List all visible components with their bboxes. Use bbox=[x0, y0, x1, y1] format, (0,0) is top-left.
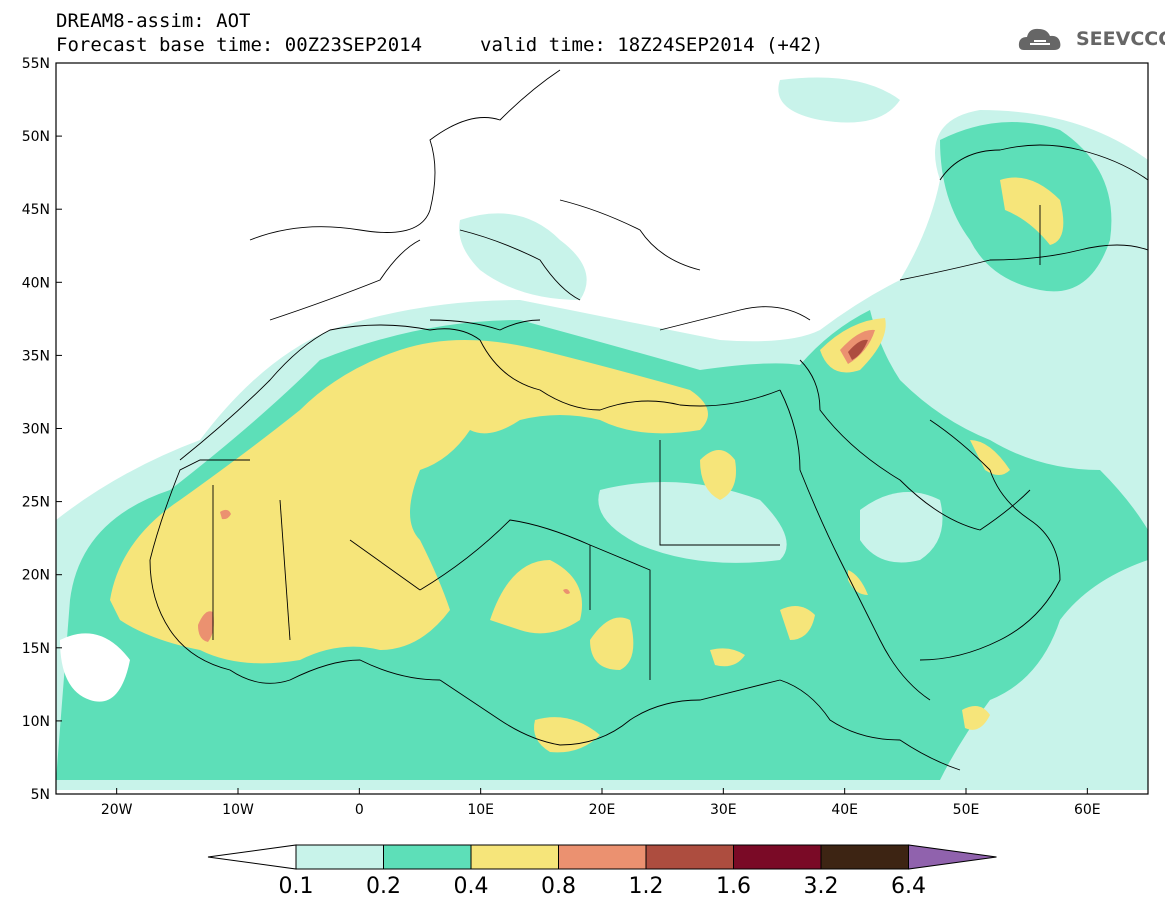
aot-level-0-4-car bbox=[534, 717, 600, 753]
aot-level-1-2-syria bbox=[848, 339, 868, 360]
colorbar-label: 1.6 bbox=[716, 874, 751, 899]
aot-level-0-4-chad bbox=[490, 560, 582, 634]
colorbar-label: 0.4 bbox=[454, 874, 489, 899]
borders bbox=[149, 69, 1148, 771]
colorbar-box bbox=[645, 844, 734, 870]
forecast-base-time: Forecast base time: 00Z23SEP2014 bbox=[56, 34, 423, 56]
colorbar-under-arrow bbox=[207, 844, 297, 870]
aot-level-0-4-sudan bbox=[590, 617, 634, 670]
colorbar-box bbox=[383, 844, 472, 870]
aot-level-0-8-mali bbox=[198, 611, 214, 642]
colorbar-over-arrow bbox=[908, 844, 997, 870]
aot-level-0-1-ne bbox=[778, 77, 900, 123]
lon-label: 0 bbox=[355, 802, 364, 818]
lat-label: 30N bbox=[22, 422, 50, 438]
aot-level-0-8-maur bbox=[220, 509, 231, 520]
logo-text: SEEVCCC bbox=[1076, 28, 1165, 50]
aot-level-0-4-gulf bbox=[970, 440, 1010, 475]
lon-label: 10W bbox=[222, 802, 254, 818]
aot-level-0-4-libya bbox=[700, 450, 736, 500]
lon-label: 30E bbox=[710, 802, 737, 818]
aot-hole-west bbox=[60, 633, 130, 702]
colorbar-box bbox=[820, 844, 909, 870]
aot-level-0-4-caspian bbox=[1000, 177, 1064, 245]
lat-label: 5N bbox=[31, 787, 50, 803]
aot-level-0-8-chad bbox=[563, 589, 570, 594]
lon-label: 50E bbox=[953, 802, 980, 818]
valid-time: valid time: 18Z24SEP2014 (+42) bbox=[480, 34, 824, 56]
lat-label: 35N bbox=[22, 348, 50, 364]
lon-label: 20W bbox=[101, 802, 133, 818]
lat-label: 50N bbox=[22, 129, 50, 145]
cloud-icon bbox=[1018, 28, 1061, 50]
colorbar-box bbox=[470, 844, 559, 870]
colorbar-box bbox=[733, 844, 822, 870]
colorbar-label: 0.2 bbox=[366, 874, 401, 899]
aot-hole-iraq bbox=[900, 312, 1087, 410]
aot-hole-arabia bbox=[860, 492, 943, 563]
colorbar-label: 1.2 bbox=[629, 874, 664, 899]
aot-level-0-4-nigeria bbox=[710, 648, 745, 667]
aot-level-0-4-ethiopia bbox=[780, 606, 815, 640]
lat-label: 25N bbox=[22, 495, 50, 511]
aot-contours bbox=[56, 77, 1148, 790]
colorbar-label: 0.8 bbox=[541, 874, 576, 899]
lon-label: 40E bbox=[831, 802, 858, 818]
aot-level-0-4-redsea bbox=[848, 570, 868, 595]
lat-label: 10N bbox=[22, 714, 50, 730]
lat-axis: 55N 50N 45N 40N 35N 30N 25N 20N 15N 10N 5N bbox=[22, 56, 62, 803]
colorbar-label: 3.2 bbox=[804, 874, 839, 899]
aot-level-0-1-north bbox=[459, 213, 587, 300]
lon-label: 60E bbox=[1074, 802, 1101, 818]
aot-hole-egypt bbox=[598, 482, 787, 563]
colorbar-box bbox=[558, 844, 647, 870]
lon-axis: 20W 10W 0 10E 20E 30E 40E 50E 60E bbox=[101, 788, 1101, 818]
aot-level-0-4-somalia bbox=[962, 706, 990, 730]
aot-level-0-4-sahara bbox=[110, 340, 708, 664]
lat-label: 40N bbox=[22, 275, 50, 291]
colorbar-box bbox=[295, 844, 384, 870]
lat-label: 55N bbox=[22, 56, 50, 72]
lat-label: 45N bbox=[22, 202, 50, 218]
lon-label: 20E bbox=[589, 802, 616, 818]
lat-label: 20N bbox=[22, 568, 50, 584]
lon-label: 10E bbox=[467, 802, 494, 818]
colorbar-label: 6.4 bbox=[891, 874, 926, 899]
lat-label: 15N bbox=[22, 641, 50, 657]
colorbar-label: 0.1 bbox=[279, 874, 314, 899]
map-title: DREAM8-assim: AOT bbox=[56, 10, 251, 32]
